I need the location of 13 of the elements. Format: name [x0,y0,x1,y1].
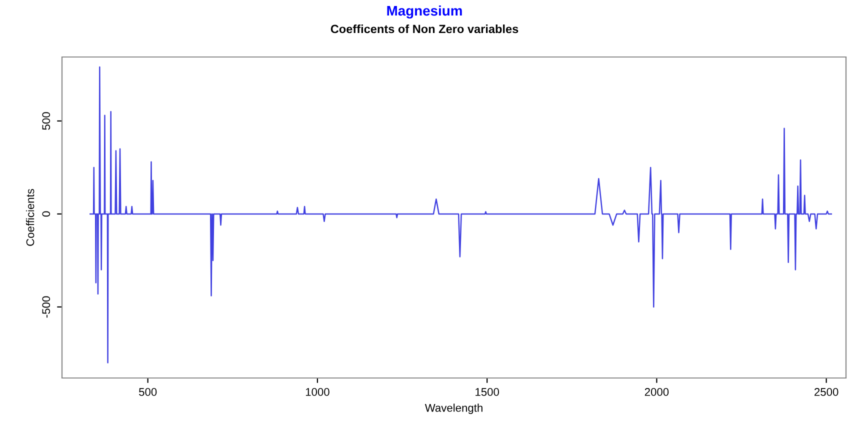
y-tick-label: -500 [42,296,50,318]
x-tick-label: 1000 [306,388,330,396]
x-tick-label: 2000 [644,388,669,396]
y-axis-title: Coefficients [26,188,34,246]
x-tick-label: 2500 [814,388,838,396]
x-tick-label: 500 [139,388,157,396]
chart-title: Magnesium [387,5,462,19]
chart-subtitle: Coefficents of Non Zero variables [330,24,518,34]
x-axis-title: Wavelength [424,404,482,414]
y-tick-label: 0 [42,211,50,217]
line-series [90,66,832,364]
y-tick-label: 500 [42,112,50,130]
x-tick-label: 1500 [476,388,499,396]
